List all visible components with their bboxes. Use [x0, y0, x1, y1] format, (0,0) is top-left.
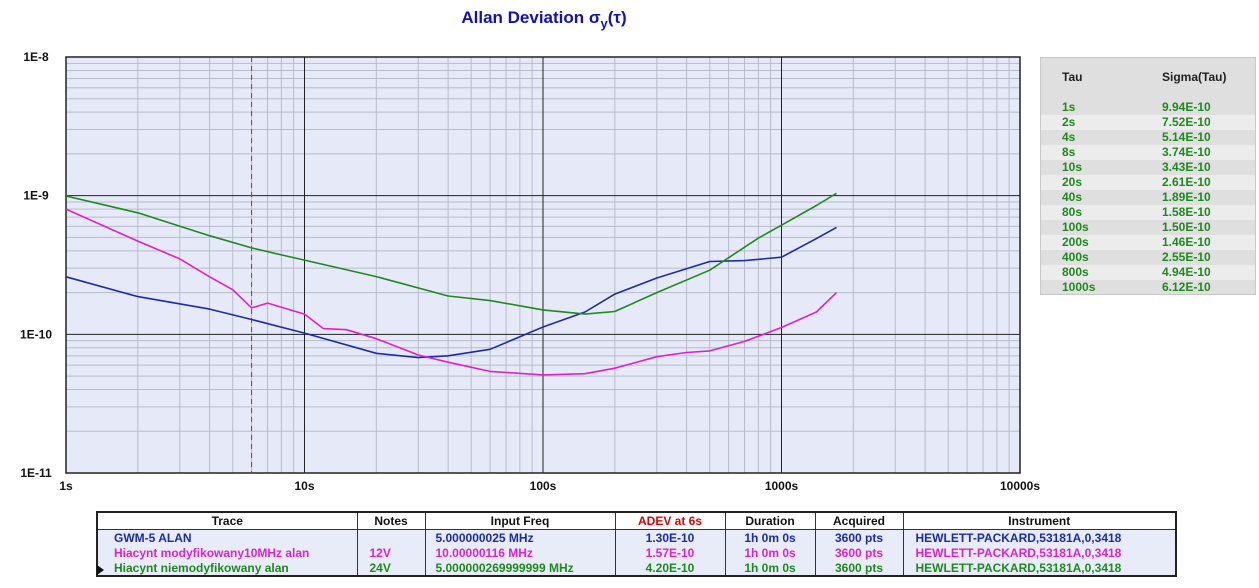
- trace-cell-acquired: 3600 pts: [814, 545, 904, 560]
- trace-cell-acquired: 3600 pts: [814, 560, 904, 576]
- trace-cell-instrument: HEWLETT-PACKARD,53181A,0,3418: [902, 545, 1177, 560]
- y-tick-label: 1E-11: [20, 466, 52, 480]
- trace-cell-duration: 1h 0m 0s: [724, 560, 816, 576]
- tau-sigma-panel: Tau Sigma(Tau) 1s 9.94E-10 2s 7.52E-10 4s 5.1…: [1040, 57, 1256, 295]
- y-tick-label: 1E-8: [23, 50, 49, 64]
- tau-row: 200s 1.46E-10: [1041, 235, 1255, 250]
- sigma-value: 9.94E-10: [1162, 100, 1211, 114]
- col-acquired[interactable]: Acquired: [814, 511, 904, 530]
- sigma-value: 2.55E-10: [1162, 250, 1211, 264]
- trace-cell-adev: 1.57E-10: [614, 545, 726, 560]
- tau-value: 100s: [1062, 220, 1089, 234]
- trace-cell-freq: 5.000000025 MHz: [424, 529, 616, 545]
- trace-cell-trace: Hiacynt modyfikowany10MHz alan: [96, 545, 358, 560]
- sigma-value: 1.89E-10: [1162, 190, 1211, 204]
- trace-row[interactable]: Hiacynt niemodyfikowany alan 24V 5.0000002…: [96, 560, 1177, 576]
- trace-cell-adev: 1.30E-10: [614, 529, 726, 545]
- trace-table-header: Trace Notes Input Freq ADEV at 6s Durati…: [96, 511, 1177, 530]
- title-tail: (τ): [607, 8, 627, 27]
- title-main: Allan Deviation σ: [461, 8, 601, 27]
- sigma-value: 4.94E-10: [1162, 265, 1211, 279]
- tau-value: 40s: [1062, 190, 1083, 204]
- tau-rows: 1s 9.94E-10 2s 7.52E-10 4s 5.14E-10 8s 3.74E-10…: [1041, 100, 1255, 295]
- x-tick-label: 1000s: [765, 479, 799, 493]
- trace-cell-duration: 1h 0m 0s: [724, 529, 816, 545]
- tau-header: Tau: [1062, 70, 1083, 84]
- tau-value: 8s: [1062, 145, 1076, 159]
- sigma-value: 3.43E-10: [1162, 160, 1211, 174]
- tau-row: 4s 5.14E-10: [1041, 130, 1255, 145]
- trace-cell-instrument: HEWLETT-PACKARD,53181A,0,3418: [902, 529, 1177, 545]
- allan-deviation-chart: 1s 10s 100s 1000s 10000s 1E-11 1E-10 1E-9 1E-8: [20, 50, 1040, 493]
- x-tick-label: 100s: [530, 479, 557, 493]
- sigma-value: 6.12E-10: [1162, 280, 1211, 294]
- tau-row: 1s 9.94E-10: [1041, 100, 1255, 115]
- tau-row: 20s 2.61E-10: [1041, 175, 1255, 190]
- tau-row: 100s 1.50E-10: [1041, 220, 1255, 235]
- sigma-value: 1.50E-10: [1162, 220, 1211, 234]
- tau-row: 400s 2.55E-10: [1041, 250, 1255, 265]
- series-line: [65, 226, 837, 359]
- title-subscript: y: [600, 16, 608, 31]
- tau-value: 2s: [1062, 115, 1076, 129]
- sigma-value: 2.61E-10: [1162, 175, 1211, 189]
- series-line: [65, 192, 837, 315]
- tau-value: 800s: [1062, 265, 1089, 279]
- trace-cell-notes: 24V: [356, 560, 426, 576]
- trace-cell-acquired: 3600 pts: [814, 529, 904, 545]
- tau-value: 400s: [1062, 250, 1089, 264]
- tau-value: 200s: [1062, 235, 1089, 249]
- trace-cell-duration: 1h 0m 0s: [724, 545, 816, 560]
- selected-row-marker-icon: [97, 565, 104, 575]
- trace-cell-notes: 12V: [356, 545, 426, 560]
- sigma-value: 7.52E-10: [1162, 115, 1211, 129]
- col-duration[interactable]: Duration: [724, 511, 816, 530]
- sigma-value: 5.14E-10: [1162, 130, 1211, 144]
- trace-cell-freq: 5.000000269999999 MHz: [424, 560, 616, 576]
- chart-title: Allan Deviation σy(τ): [0, 8, 1088, 31]
- trace-row[interactable]: GWM-5 ALAN 5.000000025 MHz 1.30E-10 1h 0m 0…: [96, 529, 1177, 545]
- x-tick-label: 10s: [294, 479, 314, 493]
- tau-value: 4s: [1062, 130, 1076, 144]
- tau-value: 1000s: [1062, 280, 1096, 294]
- tau-row: 8s 3.74E-10: [1041, 145, 1255, 160]
- tau-row: 80s 1.58E-10: [1041, 205, 1255, 220]
- sigma-value: 1.46E-10: [1162, 235, 1211, 249]
- col-adev[interactable]: ADEV at 6s: [614, 511, 726, 530]
- trace-table: Trace Notes Input Freq ADEV at 6s Durati…: [96, 511, 1177, 577]
- y-tick-label: 1E-10: [20, 327, 52, 341]
- col-trace[interactable]: Trace: [96, 511, 358, 530]
- trace-cell-notes: [356, 529, 426, 545]
- sigma-header: Sigma(Tau): [1162, 70, 1227, 84]
- tau-value: 80s: [1062, 205, 1083, 219]
- tau-row: 800s 4.94E-10: [1041, 265, 1255, 280]
- tau-row: 40s 1.89E-10: [1041, 190, 1255, 205]
- trace-cell-trace: Hiacynt niemodyfikowany alan: [96, 560, 358, 576]
- sigma-value: 1.58E-10: [1162, 205, 1211, 219]
- x-tick-label: 1s: [59, 479, 73, 493]
- x-tick-label: 10000s: [1000, 479, 1040, 493]
- tau-row: 1000s 6.12E-10: [1041, 280, 1255, 295]
- trace-cell-instrument: HEWLETT-PACKARD,53181A,0,3418: [902, 560, 1177, 576]
- trace-row[interactable]: Hiacynt modyfikowany10MHz alan 12V 10.0000…: [96, 545, 1177, 560]
- col-input-freq[interactable]: Input Freq: [424, 511, 616, 530]
- trace-cell-trace: GWM-5 ALAN: [96, 529, 358, 545]
- col-notes[interactable]: Notes: [356, 511, 426, 530]
- tau-value: 20s: [1062, 175, 1083, 189]
- trace-cell-adev: 4.20E-10: [614, 560, 726, 576]
- tau-row: 10s 3.43E-10: [1041, 160, 1255, 175]
- plot-border: [65, 56, 1021, 474]
- trace-cell-freq: 10.00000116 MHz: [424, 545, 616, 560]
- tau-value: 1s: [1062, 100, 1076, 114]
- y-tick-label: 1E-9: [23, 189, 49, 203]
- series-line: [65, 208, 838, 376]
- tau-value: 10s: [1062, 160, 1083, 174]
- col-instrument[interactable]: Instrument: [902, 511, 1177, 530]
- sigma-value: 3.74E-10: [1162, 145, 1211, 159]
- tau-row: 2s 7.52E-10: [1041, 115, 1255, 130]
